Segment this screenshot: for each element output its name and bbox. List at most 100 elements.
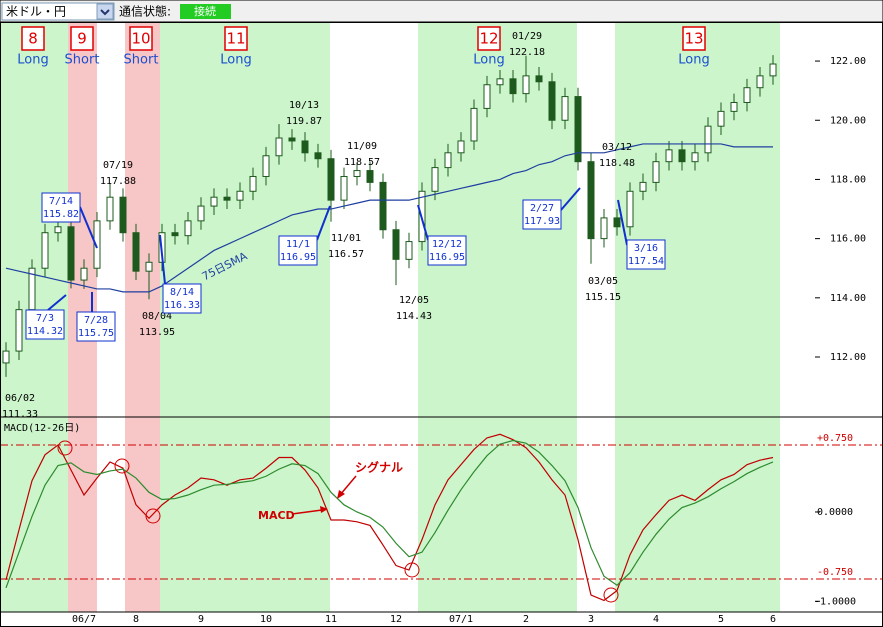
sma-line [5,143,773,293]
candle-body [470,107,478,142]
callout-line [617,199,628,246]
candle-body [54,226,62,234]
y-tick-label: 120.00 [830,115,866,126]
annotation-price: 122.18 [509,47,545,58]
candle-body [67,226,75,281]
y-tick-label: 112.00 [830,352,866,363]
y-tick-label: 118.00 [830,174,866,185]
x-tick-label: 6 [770,614,776,625]
callout-price: 115.75 [78,328,114,339]
candle-body [769,63,777,77]
callout-box [25,309,65,340]
signal-arrowhead [337,490,345,499]
band-number: 11 [226,30,245,48]
callout-price: 114.32 [27,326,63,337]
macd-label: MACD [258,509,295,522]
annotation-date: 01/29 [512,31,542,42]
candle-body [197,205,205,222]
x-tick-label: 5 [718,614,724,625]
annotation-price: 111.33 [2,409,38,420]
macd-arrowhead [320,506,328,513]
x-tick-label: 4 [653,614,659,625]
callout-price: 117.93 [524,216,560,227]
callout-date: 3/16 [634,243,658,254]
candle-body [600,217,608,240]
cross-circle [57,440,73,456]
dropdown-button[interactable] [96,3,114,20]
signal-label: シグナル [355,460,403,475]
band-number: 9 [77,30,87,48]
pair-select[interactable] [1,2,115,21]
annotation-price: 118.48 [599,158,635,169]
callout-line [417,204,429,241]
candle-body [80,267,88,281]
dropdown-arrow [100,9,110,16]
cross-circle [145,508,161,524]
callout-box [162,283,202,314]
candle-body [522,75,530,95]
band-number-box [682,26,706,51]
status-box [180,4,231,19]
band [615,23,780,612]
cross-circles [57,440,619,603]
candle-body [509,78,517,95]
callout-date: 7/28 [84,315,108,326]
candle-body [613,217,621,228]
candle-body [223,196,231,201]
candle-body [730,101,738,112]
annotation-price: 114.43 [396,311,432,322]
band-label: Long [678,53,709,68]
callout-box [626,239,666,270]
candle-body [587,161,595,240]
candle-body [678,149,686,163]
x-tick-label: 10 [260,614,272,625]
cross-circle [404,562,420,578]
candle-body [106,196,114,222]
band-label: Long [473,53,504,68]
candle-body [652,161,660,183]
candle-body [574,96,582,163]
y-tick-label: 122.00 [830,56,866,67]
status-text: 接続 [194,4,216,18]
candle-body [327,158,335,201]
annotation-date: 07/19 [103,160,133,171]
annotation-price: 115.15 [585,292,621,303]
macd-line [5,439,774,589]
cross-circle [603,587,619,603]
x-tick-label: 8 [133,614,139,625]
candle-body [704,125,712,154]
candle-body [483,84,491,109]
candle-body [132,232,140,272]
band-number: 12 [479,30,498,48]
x-tick-label: 07/1 [449,614,473,625]
pair-name: 米ドル・円 [6,5,66,19]
band-number: 8 [28,30,38,48]
callout-price: 116.95 [280,252,316,263]
annotation-date: 08/04 [142,311,172,322]
candle-body [171,232,179,237]
candle-body [535,75,543,83]
annotation-date: 11/01 [331,233,361,244]
band-number: 13 [684,30,703,48]
band [160,23,330,612]
candle-body [548,81,556,121]
y-tick-label: 0.0000 [817,507,853,518]
candle-body [457,140,465,154]
candle-body [756,75,764,89]
callout-box [522,199,562,230]
x-tick-label: 2 [523,614,529,625]
callout-date: 8/14 [170,287,194,298]
x-tick-label: 3 [588,614,594,625]
annotation-date: 12/05 [399,295,429,306]
candle-body [717,110,725,127]
band-label: Short [124,53,159,68]
y-tick-label: 116.00 [830,234,866,245]
candle-body [496,78,504,86]
annotation-date: 03/12 [602,142,632,153]
plot: 112.00 114.00 116.00 118.00 120.00 122.00 +0.7… [0,31,883,625]
band-number-box [70,26,94,51]
candle-body [301,140,309,154]
candle-body [561,96,569,121]
candle-body [184,220,192,237]
